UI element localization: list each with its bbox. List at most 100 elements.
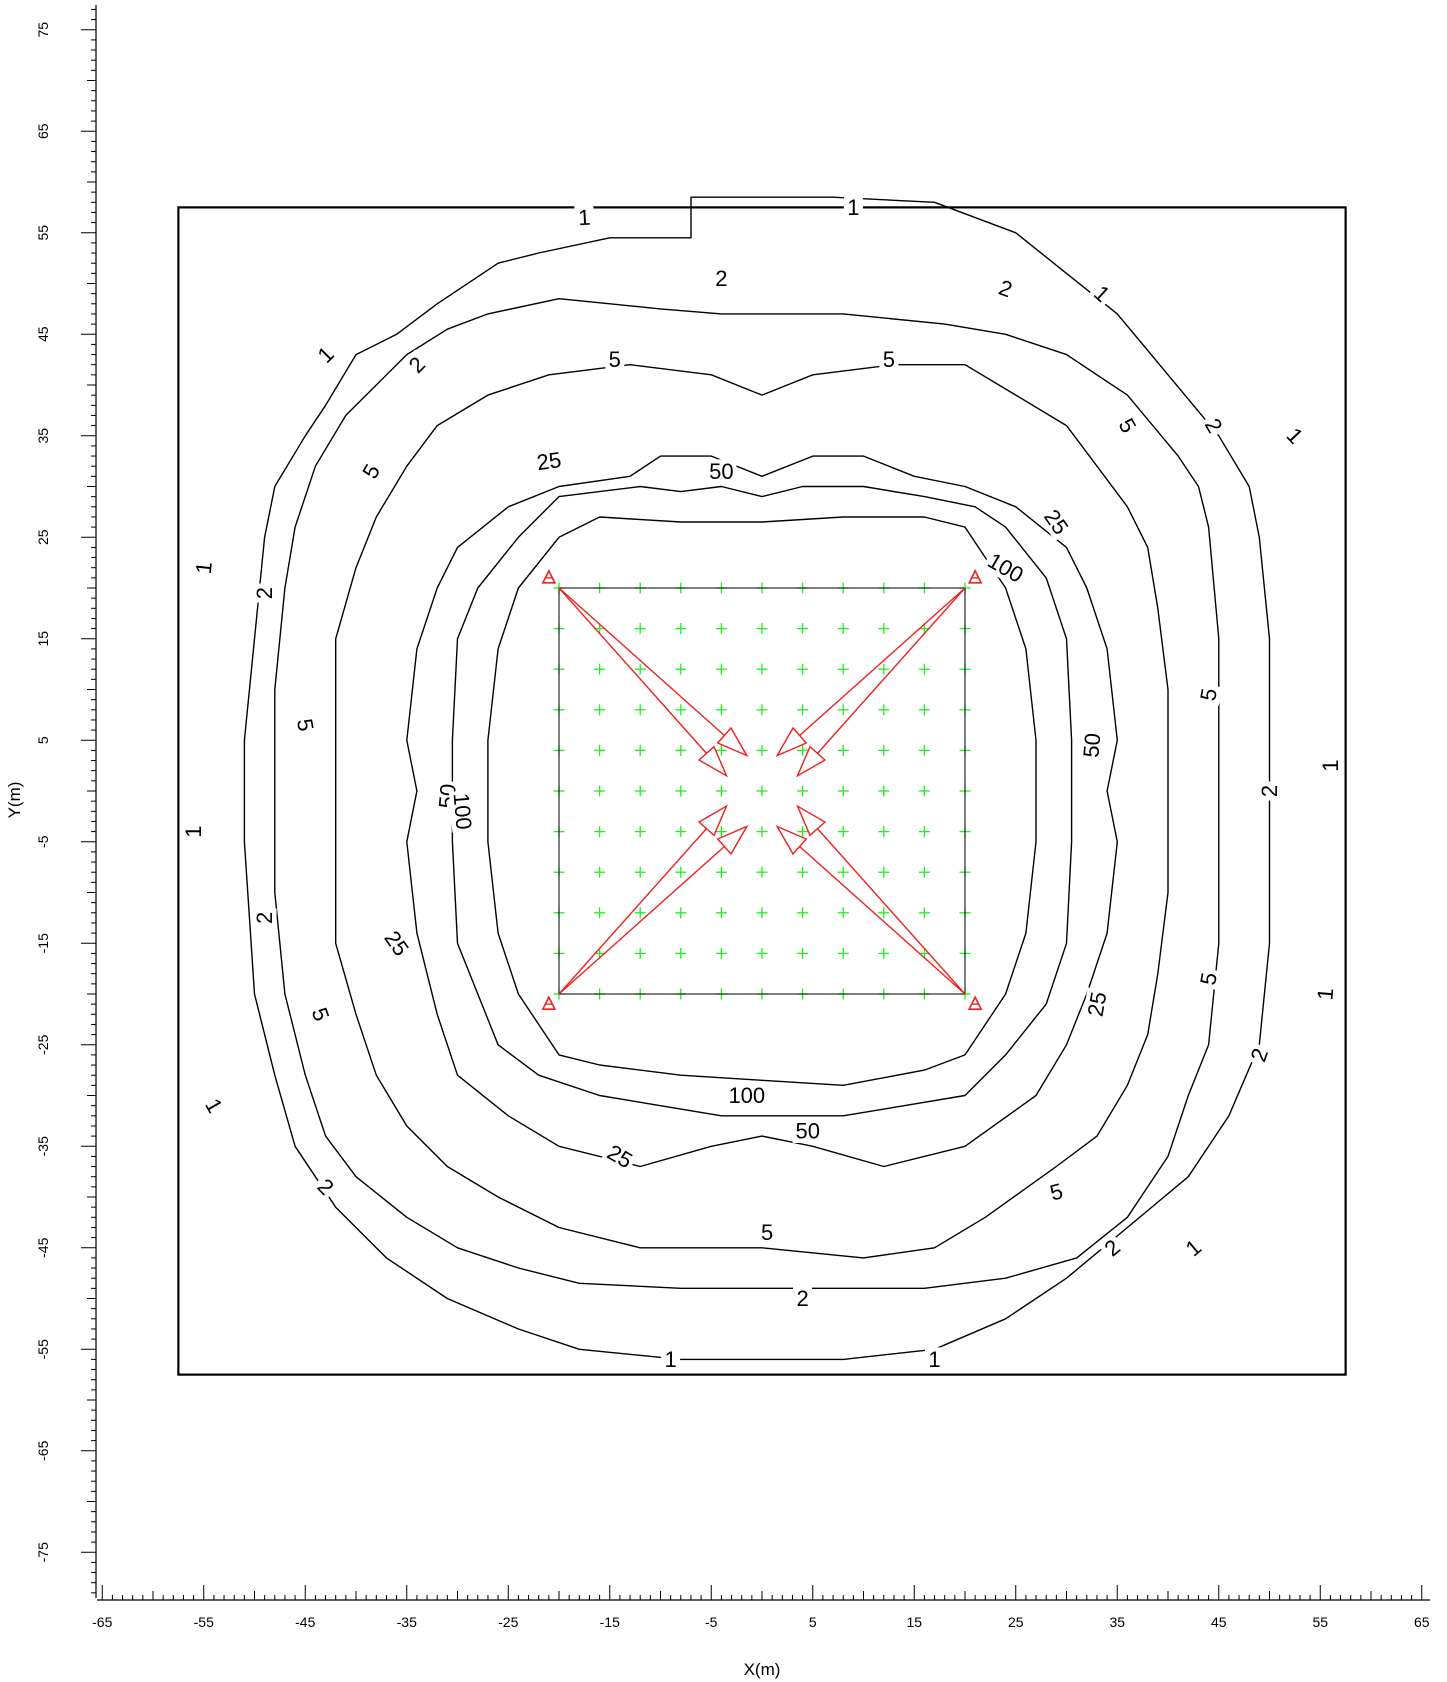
x-tick-label: -65 — [92, 1614, 112, 1630]
grid-point — [715, 785, 727, 797]
source-marker — [967, 569, 983, 584]
source-area-outline — [558, 587, 966, 995]
contour-label-bg — [378, 924, 416, 963]
contour-label-bg — [757, 1220, 777, 1245]
contour-label-text: 2 — [252, 912, 277, 924]
grid-point — [715, 947, 727, 959]
grid-point — [837, 744, 849, 756]
grid-point — [878, 744, 890, 756]
grid-point — [878, 947, 890, 959]
contour-label-bg — [1257, 781, 1282, 801]
grid-point — [797, 785, 809, 797]
contour-label: 2 — [252, 583, 277, 603]
x-tick-label: 55 — [1312, 1614, 1328, 1630]
contour-label: 1 — [198, 1091, 230, 1120]
contour-label: 2 — [401, 349, 433, 380]
contour-label-text: 1 — [1312, 987, 1338, 1001]
x-tick-label: 35 — [1109, 1614, 1125, 1630]
y-axis-title: Y(m) — [5, 782, 24, 819]
wind-arrow — [558, 587, 728, 778]
contour-label-text: 50 — [709, 459, 733, 484]
wind-arrow-shaft — [558, 587, 725, 737]
contour-label-bg — [1312, 983, 1339, 1005]
x-tick-label: 25 — [1008, 1614, 1024, 1630]
contour-label-text: 25 — [1039, 505, 1074, 539]
x-tick-label: -55 — [194, 1614, 214, 1630]
grid-point — [756, 704, 768, 716]
contour-label-text: 2 — [1257, 785, 1282, 797]
grid-point — [675, 907, 687, 919]
y-tick-label: -25 — [35, 1034, 51, 1054]
contour-label-bg — [574, 205, 595, 230]
grid-point — [634, 826, 646, 838]
y-tick-label: 5 — [35, 736, 51, 744]
contour-label-bg — [1082, 987, 1112, 1021]
contour-label-bg — [605, 347, 625, 372]
y-tick-label: 55 — [35, 225, 51, 241]
contour-label-bg — [1195, 683, 1223, 707]
contour-label-bg — [532, 447, 566, 476]
contour-label-text: 1 — [578, 205, 592, 231]
grid-point — [797, 663, 809, 675]
contour-label-bg — [1044, 1177, 1069, 1206]
grid-point — [756, 947, 768, 959]
wind-arrow-shaft — [799, 587, 966, 737]
contour-line-2 — [274, 298, 1220, 1290]
contour-label-bg — [925, 1347, 944, 1372]
contour-label: 1 — [181, 822, 206, 842]
contour-label: 25 — [1082, 987, 1112, 1021]
grid-point — [837, 866, 849, 878]
contour-label-bg — [1198, 411, 1229, 440]
contour-label-text: 25 — [1083, 990, 1112, 1018]
grid-point — [837, 785, 849, 797]
x-tick-label: 15 — [906, 1614, 922, 1630]
grid-point — [634, 907, 646, 919]
contour-label: 1 — [1086, 278, 1118, 309]
grid-point — [594, 785, 606, 797]
y-tick-label: -5 — [35, 835, 51, 848]
contour-label: 1 — [1178, 1232, 1209, 1264]
contour-label-bg — [981, 547, 1030, 589]
source-marker-triangle — [541, 995, 557, 1010]
grid-point — [797, 907, 809, 919]
contour-label-text: 1 — [1318, 759, 1343, 771]
contour-label-bg — [1195, 967, 1223, 991]
grid-point — [634, 744, 646, 756]
contour-line-1 — [243, 196, 1271, 1361]
contour-label: 2 — [1198, 411, 1229, 440]
wind-arrow-head — [716, 726, 749, 757]
wind-arrow — [558, 804, 728, 995]
contour-label-bg — [1279, 420, 1311, 451]
y-axis: 75 65 55 45 35 25 15 5 -5 -15 -25 -35 -45 -55 -65 -75 Y… — [5, 5, 97, 1598]
contour-label-text: 5 — [883, 347, 895, 372]
contour-label: 25 — [532, 447, 566, 476]
grid-point — [715, 826, 727, 838]
grid-point — [594, 826, 606, 838]
grid-point — [918, 785, 930, 797]
contour-label-text: 2 — [715, 266, 727, 291]
contour-label-bg — [793, 1286, 813, 1311]
grid-point — [715, 704, 727, 716]
grid-point — [918, 663, 930, 675]
contour-label-bg — [879, 347, 899, 372]
contour-label: 1 — [1279, 420, 1311, 451]
contour-label: 5 — [1112, 411, 1143, 440]
grid-point — [715, 623, 727, 635]
y-axis-tick-labels: 75 65 55 45 35 25 15 5 -5 -15 -25 -35 -45 -55 -65 -75 — [35, 22, 51, 1563]
contour-label: 2 — [793, 1286, 813, 1311]
contour-label-text: 5 — [761, 1220, 773, 1245]
contour-label: 25 — [1037, 502, 1075, 542]
contour-label: 5 — [605, 347, 625, 372]
source-marker — [541, 569, 557, 584]
wind-arrow-shaft — [558, 587, 708, 754]
grid-point — [837, 704, 849, 716]
wind-arrow-head — [716, 825, 749, 856]
grid-point — [756, 744, 768, 756]
wind-arrow-head — [697, 745, 728, 778]
wind-arrow-head — [697, 804, 728, 837]
grid-point — [878, 704, 890, 716]
contour-label-text: 1 — [181, 825, 206, 837]
contour-label: 25 — [600, 1138, 639, 1175]
contour-label: 100 — [449, 789, 477, 833]
wind-arrow-shaft — [799, 845, 966, 995]
